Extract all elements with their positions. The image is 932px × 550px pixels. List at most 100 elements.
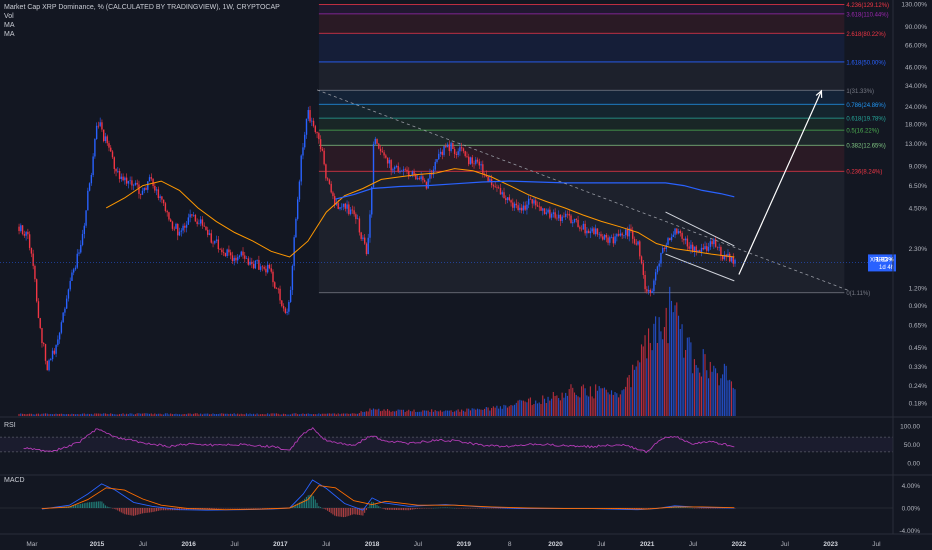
volume-bar <box>50 413 52 416</box>
candle-body <box>369 214 371 238</box>
candle-body <box>404 169 406 170</box>
volume-bar <box>411 411 413 416</box>
volume-bar <box>194 413 196 416</box>
volume-bar <box>711 371 713 416</box>
volume-bar <box>457 409 459 416</box>
volume-bar <box>542 395 544 416</box>
candle-body <box>44 344 47 361</box>
candle-body <box>390 160 392 171</box>
macd-histogram-bar <box>298 502 300 508</box>
candle-body <box>499 187 502 195</box>
volume-bar <box>565 392 567 416</box>
candle-body <box>78 252 80 254</box>
rsi-pane[interactable]: 100.00 50.00 0.00 <box>0 424 920 468</box>
macd-histogram-bar <box>411 508 413 510</box>
time-axis-tick: Mar <box>26 541 38 548</box>
candle-body <box>335 203 338 205</box>
macd-histogram-bar <box>369 504 371 508</box>
candle-body <box>48 360 50 371</box>
macd-histogram-bar <box>103 503 105 508</box>
candle-body <box>498 187 500 189</box>
volume-bar <box>64 414 66 416</box>
macd-histogram-bar <box>681 507 683 508</box>
candle-body <box>274 282 276 289</box>
macd-histogram-bar <box>164 508 166 511</box>
candle-body <box>462 148 465 152</box>
macd-histogram-bar <box>499 508 501 509</box>
volume-bar <box>67 414 69 416</box>
macd-histogram-bar <box>700 508 703 509</box>
candle-body <box>55 345 57 354</box>
volume-bar <box>233 413 235 416</box>
candle-body <box>392 169 394 171</box>
ma-label-1[interactable]: MA <box>4 22 15 29</box>
price-axis-tick: 0.45% <box>909 345 928 352</box>
macd-histogram-bar <box>124 508 126 515</box>
macd-histogram-bar <box>314 499 316 508</box>
fib-zone <box>318 130 845 146</box>
candle-body <box>489 179 491 182</box>
volume-bar <box>607 392 609 416</box>
volume-bar <box>487 407 489 416</box>
candle-body <box>632 231 634 239</box>
candle-body <box>92 156 94 175</box>
volume-bar <box>591 396 593 416</box>
price-pane[interactable]: 4.236(129.12%) 3.618(110.44%) 2.618(80.22%… <box>0 3 893 416</box>
macd-pane[interactable]: 4.00% 0.00% -4.00% <box>0 479 920 535</box>
volume-bar <box>258 414 260 416</box>
candle-body <box>383 152 385 156</box>
volume-bar <box>32 414 34 416</box>
candle-body <box>572 222 574 224</box>
candle-body <box>420 176 422 180</box>
volume-bar <box>214 413 216 416</box>
volume-bar <box>235 414 237 416</box>
volume-bar <box>290 414 292 416</box>
volume-bar <box>148 413 151 416</box>
candle-body <box>688 246 690 249</box>
candle-body <box>385 155 387 158</box>
candle-body <box>18 226 20 232</box>
volume-bar <box>715 368 717 416</box>
volume-bar <box>551 398 553 416</box>
macd-label[interactable]: MACD <box>4 477 25 484</box>
macd-histogram-bar <box>342 508 345 518</box>
volume-bar <box>252 413 255 416</box>
volume-bar <box>288 414 290 416</box>
ma-slow-line <box>335 180 735 200</box>
volume-bar <box>212 413 214 416</box>
candle-body <box>233 257 235 262</box>
price-axis-tick: 13.00% <box>905 141 927 148</box>
candle-body <box>348 204 350 215</box>
volume-bar <box>228 414 230 416</box>
candle-body <box>512 202 514 208</box>
ma-label-2[interactable]: MA <box>4 31 15 38</box>
volume-bar <box>446 410 449 416</box>
macd-histogram-bar <box>332 508 334 515</box>
volume-bar <box>402 409 404 416</box>
volume-bar <box>59 413 61 416</box>
candle-body <box>140 193 142 195</box>
price-badge-value: 1.83% <box>876 256 895 263</box>
macd-histogram-bar <box>707 508 710 509</box>
candle-body <box>727 253 729 257</box>
candle-body <box>349 209 352 215</box>
volume-label[interactable]: Vol <box>4 13 14 20</box>
fib-level-label: 0.618(19.78%) <box>846 117 885 123</box>
macd-histogram-bar <box>122 508 124 514</box>
rsi-label[interactable]: RSI <box>4 422 16 429</box>
candle-body <box>607 237 609 243</box>
volume-bar <box>662 339 664 416</box>
volume-bar <box>524 401 526 416</box>
volume-bar <box>672 312 674 416</box>
symbol-title[interactable]: Market Cap XRP Dominance, % (CALCULATED … <box>4 4 280 11</box>
volume-bar <box>88 414 91 416</box>
volume-bar <box>115 414 117 416</box>
time-axis-tick: 8 <box>508 541 512 548</box>
volume-bar <box>409 411 412 416</box>
candle-body <box>177 223 179 236</box>
candle-body <box>318 133 320 140</box>
candle-body <box>508 197 510 201</box>
candle-body <box>365 243 368 255</box>
volume-bar <box>455 410 457 416</box>
